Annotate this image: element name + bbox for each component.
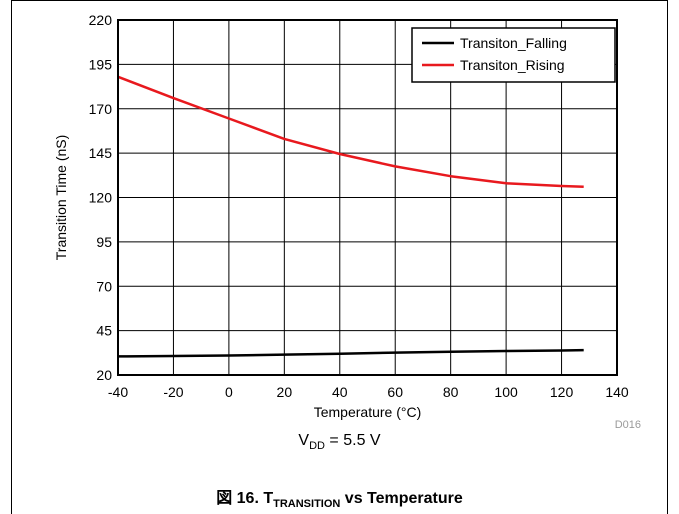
condition-value: = 5.5 V (324, 432, 381, 449)
y-tick-label: 220 (89, 12, 113, 28)
x-tick-label: 40 (332, 384, 348, 400)
legend-box (411, 27, 616, 83)
legend: Transiton_Falling Transiton_Rising (411, 27, 616, 83)
caption-suffix: vs Temperature (340, 490, 463, 507)
y-tick-label: 195 (89, 56, 113, 72)
test-condition: VDD = 5.5 V (0, 432, 679, 452)
plot-area-border (117, 19, 618, 376)
frame-top-border (11, 0, 668, 1)
series-line-0 (117, 348, 584, 358)
y-tick-label: 20 (96, 367, 112, 383)
x-tick-label: 20 (277, 384, 293, 400)
legend-label-rising: Transiton_Rising (460, 57, 565, 73)
condition-subscript: DD (309, 440, 325, 453)
y-tick-label: 95 (96, 234, 112, 250)
y-tick-label: 70 (96, 278, 112, 294)
y-tick-label: 120 (89, 190, 113, 206)
x-tick-label: -40 (108, 384, 128, 400)
series-line-1 (117, 75, 584, 189)
series-lines (117, 75, 584, 358)
x-axis-label: Temperature (°C) (314, 404, 422, 420)
frame-left-border (11, 0, 12, 514)
caption-prefix: 図 16. T (216, 490, 274, 507)
tick-labels: -40 -20 0 20 40 60 80 100 120 140 20 45 70 95 120 145 17… (89, 12, 629, 400)
y-tick-label: 45 (96, 323, 112, 339)
legend-label-falling: Transiton_Falling (460, 35, 567, 51)
caption-subscript: TRANSITION (273, 498, 341, 511)
x-tick-label: 80 (443, 384, 459, 400)
x-tick-label: -20 (163, 384, 183, 400)
x-tick-label: 140 (605, 384, 629, 400)
x-tick-label: 0 (225, 384, 233, 400)
x-tick-label: 120 (550, 384, 574, 400)
figure-code: D016 (615, 419, 641, 431)
y-axis-label: Transition Time (nS) (53, 135, 69, 261)
x-tick-label: 100 (494, 384, 518, 400)
figure-caption: 図 16. TTRANSITION vs Temperature (0, 484, 679, 510)
frame-right-border (667, 0, 668, 514)
y-tick-label: 145 (89, 145, 113, 161)
y-tick-label: 170 (89, 101, 113, 117)
x-tick-label: 60 (387, 384, 403, 400)
condition-prefix: V (298, 432, 310, 449)
